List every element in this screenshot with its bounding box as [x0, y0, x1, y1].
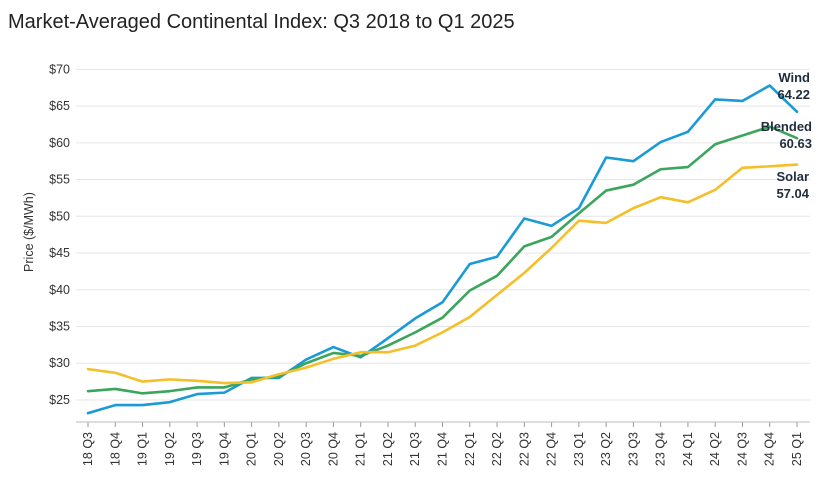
y-axis-label: Price ($/MWh) — [22, 192, 36, 272]
x-tick-label: 18 Q3 — [81, 432, 95, 466]
y-tick-label: $70 — [49, 62, 70, 76]
x-tick-label: 23 Q2 — [599, 432, 613, 466]
x-tick-label: 21 Q3 — [408, 432, 422, 466]
end-label-name: Wind — [778, 70, 810, 85]
y-axis-ticks: $25 $30 $35 $40 $45 $50 $55 $60 $65 $70 — [49, 62, 70, 407]
x-tick-label: 22 Q1 — [463, 432, 477, 466]
end-label-value: 64.22 — [777, 87, 810, 102]
x-tick-label: 19 Q3 — [190, 432, 204, 466]
x-tick-label: 21 Q4 — [436, 432, 450, 466]
x-tick-label: 20 Q3 — [299, 432, 313, 466]
y-tick-label: $40 — [49, 283, 70, 297]
x-tick-label: 24 Q4 — [763, 432, 777, 466]
x-tick-label: 22 Q3 — [517, 432, 531, 466]
x-tick-label: 24 Q1 — [681, 432, 695, 466]
x-axis-ticks: 18 Q3 18 Q4 19 Q1 19 Q2 19 Q3 19 Q4 20 Q1 20 Q2… — [81, 422, 804, 466]
y-tick-label: $30 — [49, 356, 70, 370]
end-label-value: 57.04 — [776, 186, 809, 201]
y-tick-label: $65 — [49, 99, 70, 113]
x-tick-label: 25 Q1 — [790, 432, 804, 466]
y-tick-label: $60 — [49, 136, 70, 150]
series-line-solar — [86, 163, 799, 385]
series-lines — [86, 84, 799, 415]
x-tick-label: 20 Q2 — [272, 432, 286, 466]
x-tick-label: 23 Q3 — [626, 432, 640, 466]
end-labels: Wind 64.22 Blended 60.63 Solar 57.04 — [761, 70, 812, 201]
x-tick-label: 21 Q2 — [381, 432, 395, 466]
x-tick-label: 20 Q1 — [245, 432, 259, 466]
x-tick-label: 22 Q4 — [545, 432, 559, 466]
x-tick-label: 22 Q2 — [490, 432, 504, 466]
y-tick-label: $50 — [49, 209, 70, 223]
x-tick-label: 19 Q1 — [136, 432, 150, 466]
x-tick-label: 19 Q2 — [163, 432, 177, 466]
end-label-name: Blended — [761, 119, 812, 134]
y-tick-label: $45 — [49, 246, 70, 260]
end-label-name: Solar — [776, 169, 809, 184]
series-line-wind — [86, 84, 799, 415]
x-tick-label: 20 Q4 — [326, 432, 340, 466]
y-tick-label: $35 — [49, 319, 70, 333]
x-tick-label: 23 Q4 — [654, 432, 668, 466]
x-tick-label: 24 Q2 — [708, 432, 722, 466]
y-tick-label: $55 — [49, 173, 70, 187]
x-tick-label: 23 Q1 — [572, 432, 586, 466]
chart-title: Market-Averaged Continental Index: Q3 20… — [8, 11, 515, 33]
gridlines — [76, 68, 810, 401]
end-label-value: 60.63 — [779, 136, 812, 151]
x-tick-label: 19 Q4 — [217, 432, 231, 466]
x-tick-label: 18 Q4 — [108, 432, 122, 466]
x-tick-label: 24 Q3 — [735, 432, 749, 466]
x-tick-label: 21 Q1 — [354, 432, 368, 466]
series-line-blended — [86, 125, 799, 395]
y-tick-label: $25 — [49, 393, 70, 407]
